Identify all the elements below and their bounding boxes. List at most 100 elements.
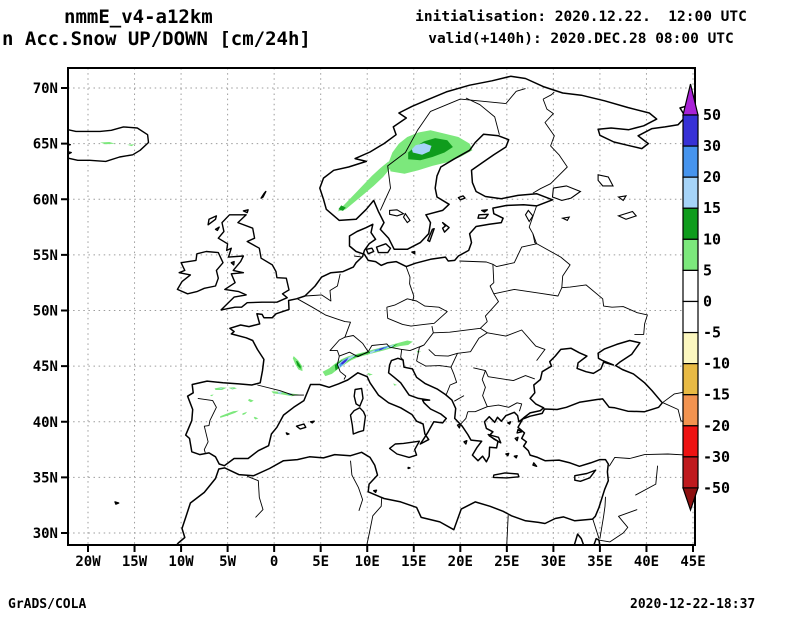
snow-contour-apennines-dot-1 (367, 372, 373, 376)
country-border (467, 402, 523, 413)
snow-contour-iberic-2 (253, 416, 259, 420)
coastline (573, 533, 585, 545)
colorbar-label: -20 (703, 417, 730, 435)
lake-outline (389, 209, 405, 217)
country-border (465, 97, 500, 135)
colorbar-segment (682, 425, 699, 458)
snow-contour-cantabria-dot-1 (219, 387, 223, 390)
country-border (473, 367, 535, 382)
island-coastline (214, 226, 220, 232)
island-coastline (492, 472, 520, 479)
country-border (247, 475, 264, 518)
country-border (416, 344, 425, 362)
island-coastline (513, 455, 518, 459)
country-border (454, 395, 465, 402)
lon-tick-label: 20E (448, 554, 473, 570)
island-coastline (375, 243, 392, 254)
island-coastline (349, 407, 367, 435)
island-coastline (507, 421, 512, 425)
country-border (304, 273, 341, 302)
snow-contour-alps-band (322, 340, 413, 377)
colorbar-segment (682, 394, 699, 427)
island-coastline (388, 440, 421, 459)
lon-tick-label: 0 (270, 554, 278, 570)
colorbar-segment (682, 145, 699, 178)
country-border (608, 453, 687, 467)
colorbar-segment (682, 363, 699, 396)
country-border (599, 509, 638, 543)
snow-contour-massif-central-core (296, 361, 301, 369)
lat-tick-label: 70N (33, 81, 58, 97)
lon-tick-label: 15W (122, 554, 148, 570)
colorbar-label: -50 (703, 479, 730, 497)
island-coastline (230, 260, 235, 266)
country-border (428, 327, 488, 357)
map-frame (67, 67, 696, 546)
country-border (405, 266, 415, 302)
island-coastline (242, 209, 249, 214)
lat-tick-label: 60N (33, 192, 58, 208)
snow-contour-cantabria-dot-2 (231, 387, 234, 389)
country-border (336, 356, 347, 380)
island-coastline (217, 214, 290, 311)
snow-contour-apennines-dot-2 (393, 383, 397, 386)
snow-contour-iberic-1 (248, 398, 254, 403)
island-coastline (427, 228, 435, 243)
island-coastline (574, 469, 597, 482)
snow-contour-iceland-patch-2 (127, 144, 135, 147)
country-border (592, 519, 600, 539)
model-title: nmmE_v4-a12km (64, 6, 213, 28)
country-border (400, 349, 404, 361)
island-coastline (407, 466, 411, 470)
snow-contour-alps-west-30 (340, 358, 349, 365)
lon-tick-label: 30E (541, 554, 566, 570)
lake-outline (616, 210, 638, 220)
island-coastline (456, 423, 461, 429)
country-border (445, 367, 458, 395)
colorbar-label: 20 (703, 168, 721, 186)
lat-tick-label: 65N (33, 137, 58, 153)
colorbar-bottom-arrow (682, 487, 699, 512)
lat-tick-label: 35N (33, 470, 58, 486)
island-coastline (365, 247, 375, 255)
colorbar-label: 5 (703, 261, 712, 279)
island-coastline (176, 250, 224, 295)
country-border (487, 329, 546, 361)
country-border (433, 321, 488, 334)
island-coastline (505, 452, 510, 457)
lake-outline (617, 195, 628, 202)
island-coastline (477, 213, 489, 219)
colorbar-segment (682, 207, 699, 240)
snow-contour-scandinavia-core (408, 138, 453, 161)
colorbar-segment (682, 114, 699, 147)
country-border (532, 233, 571, 288)
lon-tick-label: 5W (219, 554, 236, 570)
map-inner (68, 68, 695, 545)
country-border (297, 298, 351, 338)
island-coastline (114, 501, 120, 505)
island-coastline (207, 215, 218, 226)
island-coastline (532, 462, 538, 467)
lon-tick-label: 40E (634, 554, 659, 570)
run-info: initialisation: 2020.12.22. 12:00 UTC va… (398, 6, 764, 50)
lat-tick-label: 30N (33, 526, 58, 542)
island-coastline (353, 387, 364, 407)
creation-timestamp: 2020-12-22-18:37 (630, 597, 756, 612)
country-border (379, 98, 506, 211)
lat-tick-label: 45N (33, 359, 58, 375)
country-border (257, 384, 304, 396)
island-coastline (481, 209, 488, 213)
country-border (481, 370, 488, 407)
lon-tick-label: 10W (168, 554, 194, 570)
country-border (366, 497, 383, 545)
country-border (197, 397, 217, 454)
island-coastline (285, 432, 290, 436)
lake-outline (560, 216, 571, 222)
lat-tick-label: 40N (33, 415, 58, 431)
colorbar-label: 15 (703, 199, 721, 217)
snow-contour-iceland-patch-1 (100, 142, 115, 145)
colorbar-segment (682, 238, 699, 272)
lon-tick-label: 25E (494, 554, 519, 570)
snow-contour-galicia-dot (209, 394, 214, 397)
